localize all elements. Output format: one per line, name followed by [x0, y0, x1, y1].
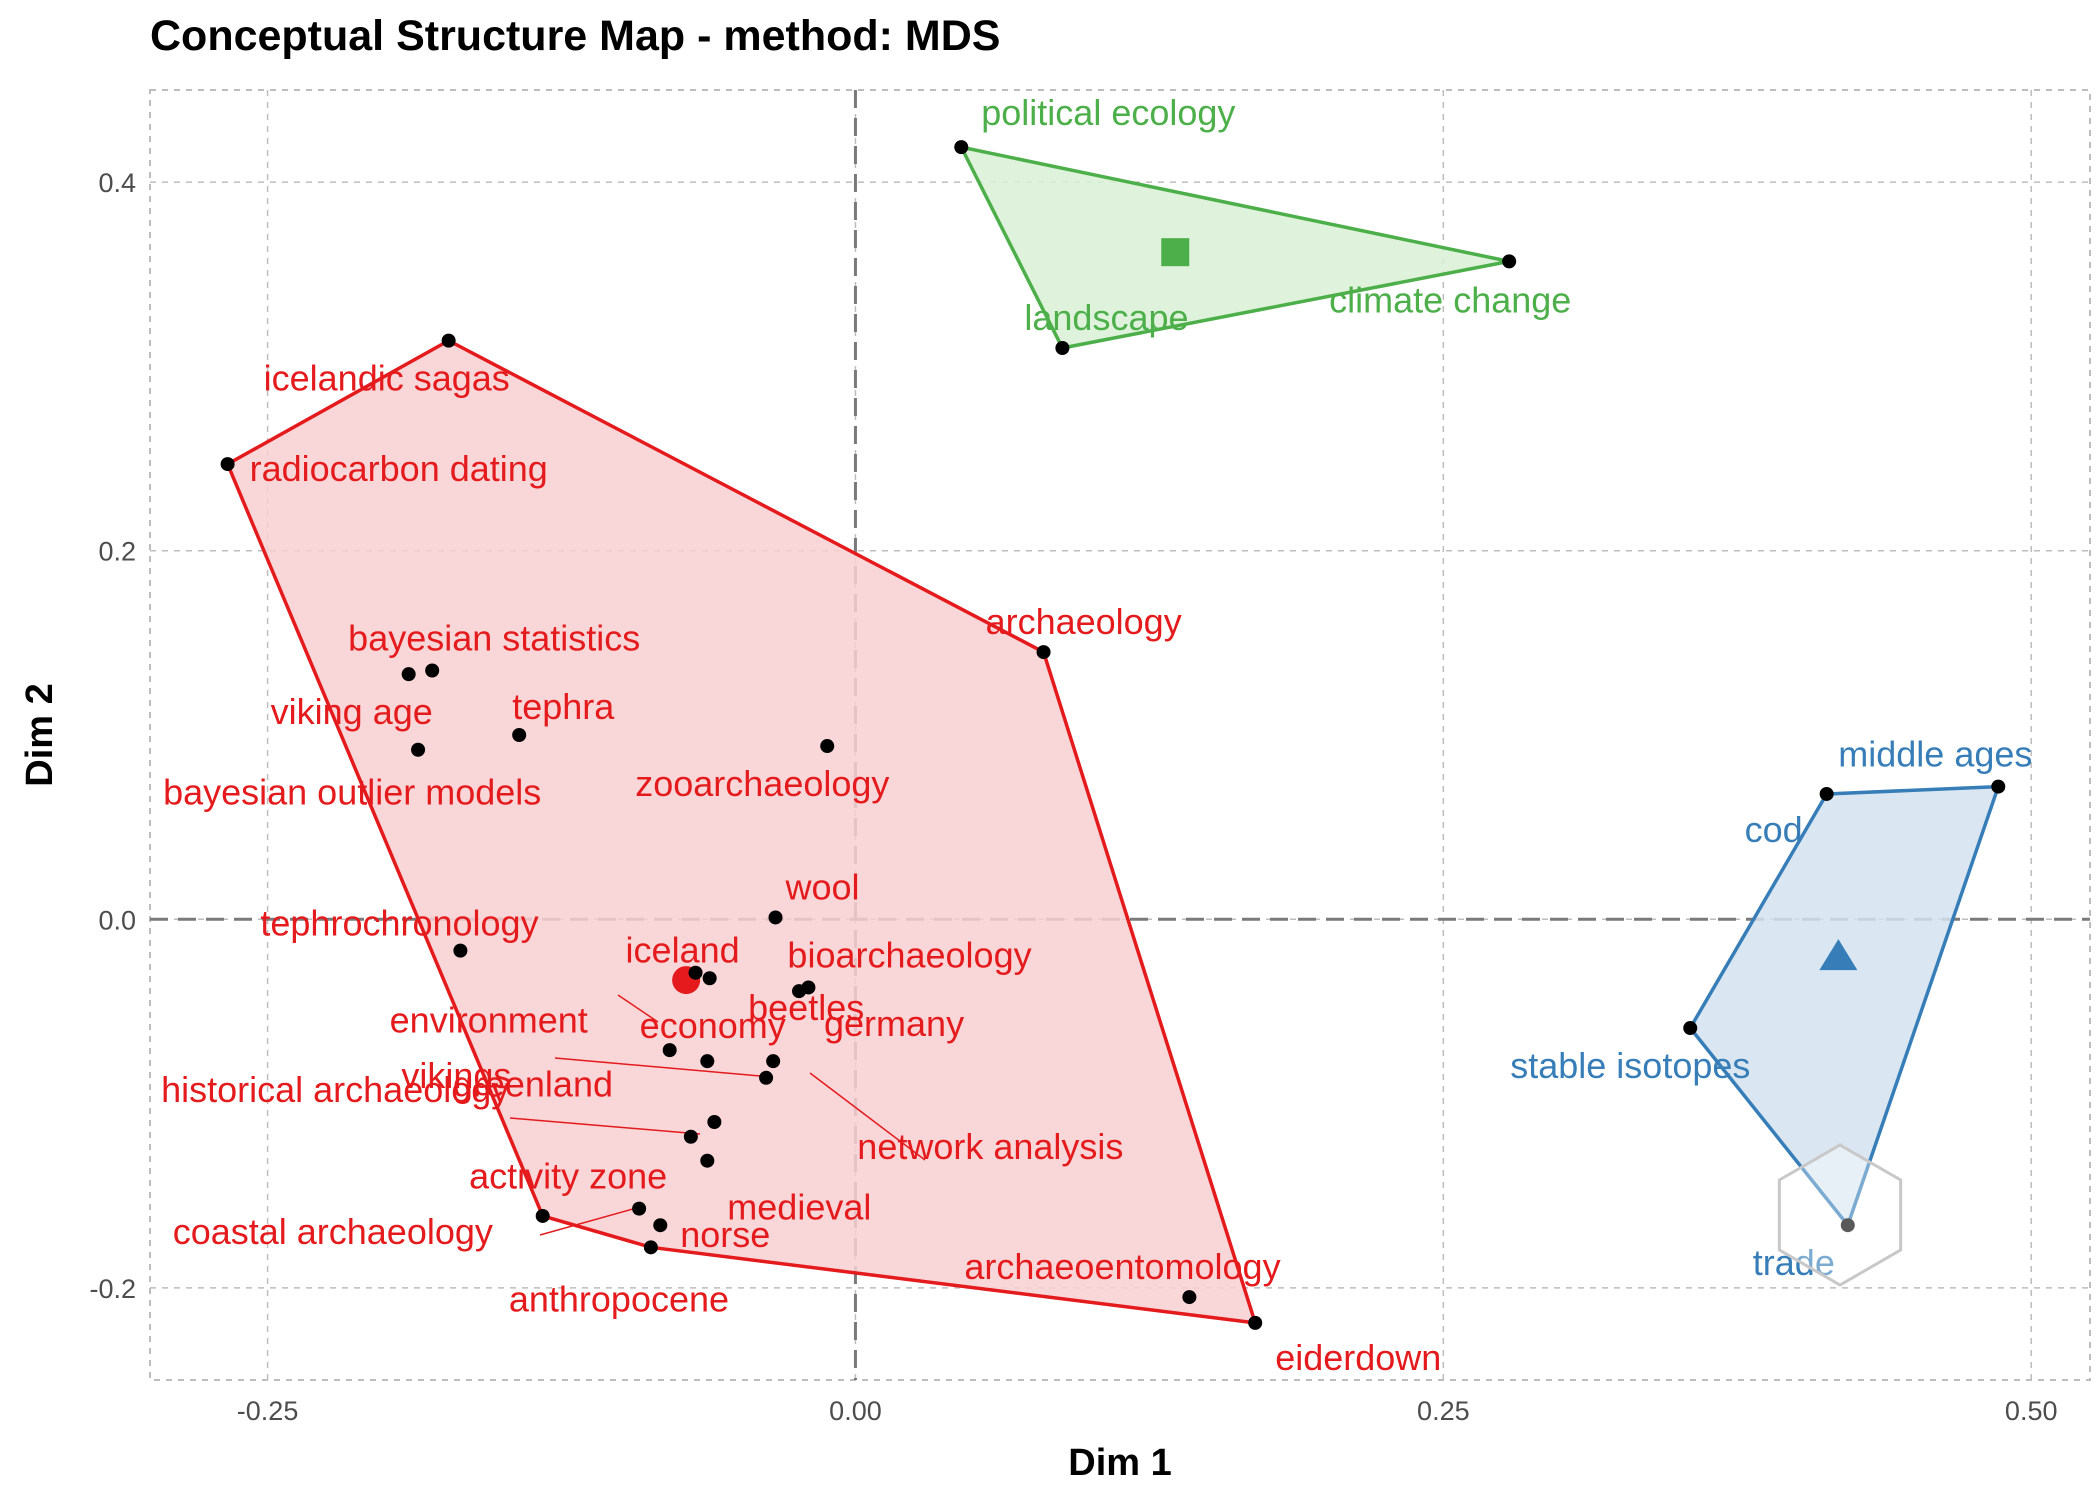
data-point: [1182, 1290, 1197, 1305]
data-point: [702, 971, 717, 986]
point-label: climate change: [1329, 279, 1571, 320]
data-point: [707, 1115, 722, 1129]
cluster-2-centroid: [1161, 238, 1190, 267]
data-point: [768, 910, 783, 925]
data-point: [662, 1043, 677, 1058]
cluster-1: icelandic sagas radiocarbon dating archaeo…: [161, 333, 1441, 1378]
point-label: economy: [640, 1005, 786, 1046]
point-label: cod: [1745, 809, 1803, 850]
data-point: [632, 1201, 647, 1216]
watermark-logo: [1777, 1143, 1903, 1287]
data-point: [759, 1070, 774, 1085]
data-point: [1840, 1218, 1855, 1233]
point-label: archaeoentomology: [964, 1246, 1280, 1287]
point-label: historical archaeology: [161, 1069, 509, 1110]
data-point: [512, 728, 527, 742]
data-point: [441, 333, 456, 348]
y-tick-label: 0.2: [98, 537, 136, 567]
plot-frame: [149, 89, 2091, 1381]
y-tick-label: 0.4: [98, 168, 136, 198]
point-label: wool: [785, 866, 860, 907]
point-label: norse: [680, 1214, 770, 1255]
label-leader-line: [509, 1117, 701, 1135]
y-tick-label: 0.0: [98, 905, 136, 935]
point-label: medieval: [727, 1187, 871, 1228]
data-point: [1683, 1021, 1698, 1036]
data-point: [700, 1054, 715, 1069]
data-point: [820, 739, 835, 754]
data-point: [453, 943, 468, 958]
point-label: network analysis: [857, 1126, 1123, 1167]
point-label: stable isotopes: [1510, 1045, 1750, 1086]
point-label: bioarchaeology: [787, 934, 1031, 975]
label-leader-line: [617, 994, 659, 1023]
point-label: trade: [1753, 1242, 1835, 1283]
point-label: political ecology: [981, 92, 1235, 133]
cluster-3: cod middle ages stable isotopes trade: [1510, 734, 2032, 1284]
data-point: [1819, 786, 1834, 801]
data-point: [954, 140, 969, 155]
x-tick-label: 0.00: [829, 1396, 882, 1426]
label-leader-line: [539, 1206, 641, 1236]
data-point: [535, 1208, 550, 1223]
data-point: [683, 1129, 698, 1144]
point-label: landscape: [1024, 297, 1188, 338]
point-label: icelandic sagas: [264, 358, 510, 399]
y-tick-label: -0.2: [89, 1274, 136, 1304]
data-point: [425, 663, 440, 678]
point-label: beetles: [748, 987, 864, 1028]
point-label: vikings: [401, 1055, 511, 1096]
cluster-3-centroid: [1819, 939, 1858, 971]
point-label: germany: [824, 1003, 964, 1044]
point-label: radiocarbon dating: [250, 448, 548, 489]
point-label: coastal archaeology: [173, 1211, 493, 1252]
data-point: [792, 984, 807, 999]
data-point: [688, 965, 703, 980]
point-label: anthropocene: [509, 1278, 729, 1319]
point-label: environment: [390, 999, 588, 1040]
chart-title: Conceptual Structure Map - method: MDS: [150, 12, 1001, 60]
point-label: middle ages: [1838, 734, 2032, 775]
data-point: [700, 1153, 715, 1168]
data-point: [1248, 1315, 1263, 1330]
point-label: iceland: [626, 930, 740, 971]
x-tick-label: -0.25: [237, 1396, 299, 1426]
data-point: [220, 457, 235, 472]
y-axis-title: Dim 2: [19, 683, 61, 786]
label-leader-line: [809, 1072, 926, 1161]
point-label: zooarchaeology: [635, 763, 889, 804]
x-tick-label: 0.50: [2005, 1396, 2058, 1426]
point-label: tephra: [512, 686, 615, 727]
data-point: [643, 1240, 658, 1255]
point-label: archaeology: [986, 601, 1182, 642]
point-label: greenland: [453, 1064, 613, 1105]
data-point: [411, 742, 426, 757]
cluster-2: political ecology climate change landscape: [954, 92, 1571, 355]
cluster-2-hull: [959, 145, 1511, 350]
data-point: [653, 1218, 668, 1233]
point-label: activity zone: [469, 1156, 667, 1197]
point-label: bayesian outlier models: [163, 772, 541, 813]
point-label: bayesian statistics: [348, 618, 640, 659]
data-point: [766, 1054, 781, 1069]
data-point: [401, 667, 416, 682]
data-point: [1502, 254, 1517, 269]
point-label: tephrochronology: [260, 903, 538, 944]
x-axis-title: Dim 1: [1068, 1442, 1171, 1484]
label-leader-line: [554, 1057, 773, 1078]
data-point: [1036, 645, 1051, 660]
data-point: [1991, 779, 2006, 794]
point-label: eiderdown: [1275, 1337, 1441, 1378]
point-label: viking age: [271, 691, 433, 732]
data-point: [1055, 341, 1070, 355]
x-tick-label: 0.25: [1417, 1396, 1470, 1426]
